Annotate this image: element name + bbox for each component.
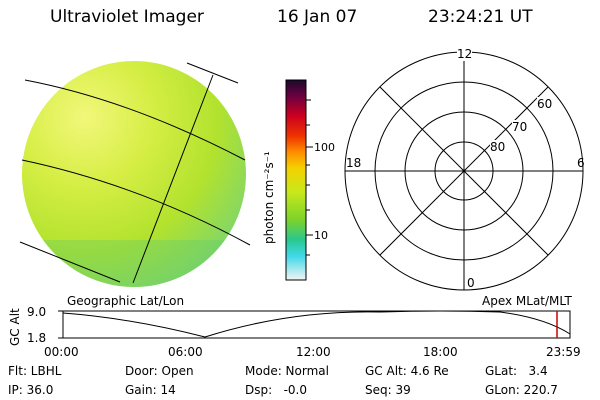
mlt-label-12: 12 (457, 47, 473, 61)
status-glat: GLat: 3.4 (485, 364, 548, 378)
geographic-grid (19, 62, 251, 284)
status-mode: Mode: Normal (245, 364, 329, 378)
altitude-xtick-2359: 23:59 (546, 345, 581, 359)
status-door: Door: Open (125, 364, 194, 378)
altitude-plot (58, 310, 571, 339)
colorbar (285, 79, 307, 281)
altitude-xtick-1200: 12:00 (296, 345, 331, 359)
instrument-title: Ultraviolet Imager (50, 7, 204, 27)
mlt-label-0: 0 (467, 276, 475, 290)
status-glon: GLon: 220.7 (485, 383, 558, 397)
apex-panel-label: Apex MLat/MLT (482, 294, 572, 308)
mlt-label-18: 18 (346, 156, 362, 170)
altitude-ytick-1-8: 1.8 (27, 331, 47, 345)
lat-label-60: 60 (537, 97, 553, 111)
colorbar-ticks (306, 99, 313, 256)
status-gc-alt: GC Alt: 4.6 Re (365, 364, 449, 378)
status-ip: IP: 36.0 (8, 383, 54, 397)
colorbar-unit-label: photon cm⁻²s⁻¹ (262, 151, 276, 244)
polar-plot (344, 51, 584, 291)
mlt-label-6: 6 (577, 156, 585, 170)
uv-image-disk (22, 61, 246, 287)
geographic-panel-label: Geographic Lat/Lon (67, 294, 185, 308)
status-dsp: Dsp: -0.0 (245, 383, 308, 397)
status-seq: Seq: 39 (365, 383, 411, 397)
lat-label-80: 80 (490, 140, 506, 154)
altitude-xtick-0600: 06:00 (168, 345, 203, 359)
colorbar-tick-10: 10 (314, 229, 328, 242)
altitude-xtick-1800: 18:00 (423, 345, 458, 359)
time-label: 23:24:21 UT (428, 7, 533, 27)
status-gain: Gain: 14 (125, 383, 176, 397)
lat-label-70: 70 (512, 120, 528, 134)
altitude-ytick-9: 9.0 (27, 305, 47, 319)
altitude-xtick-0000: 00:00 (44, 345, 79, 359)
date-label: 16 Jan 07 (277, 7, 358, 27)
colorbar-tick-100: 100 (314, 141, 335, 154)
status-flt: Flt: LBHL (8, 364, 62, 378)
altitude-ylabel: GC Alt (8, 308, 22, 346)
